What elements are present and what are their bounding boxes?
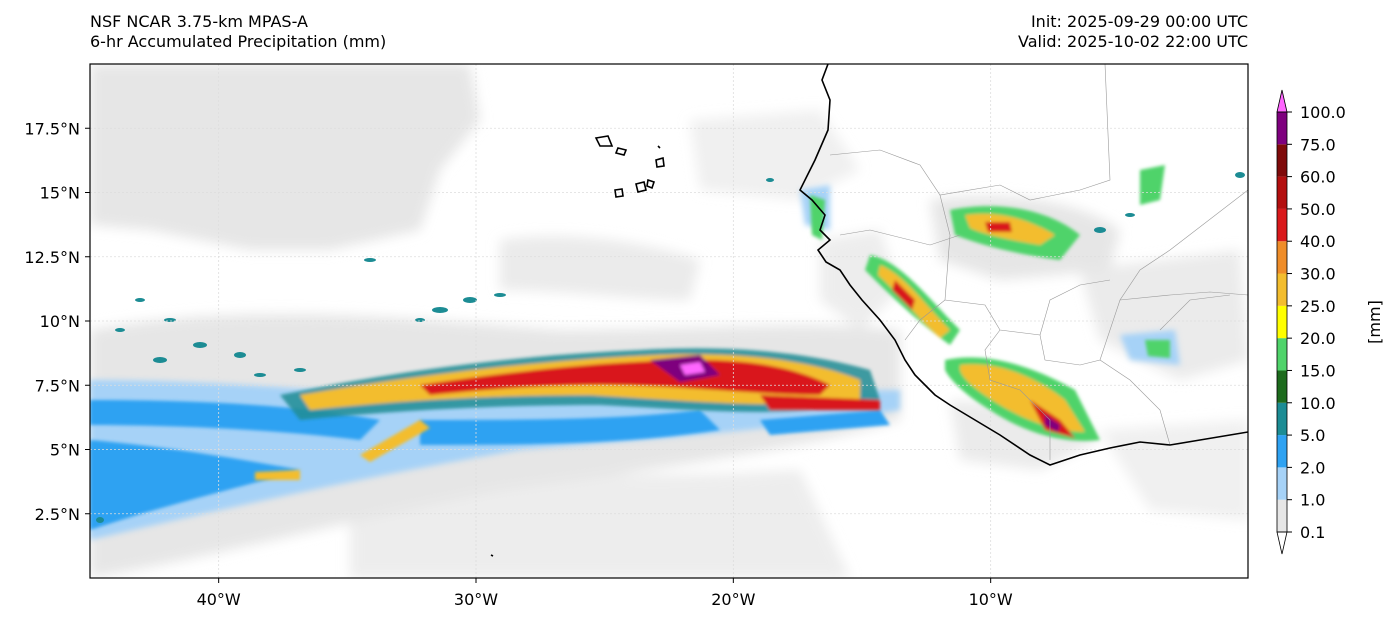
colorbar-tick-label: 75.0	[1300, 135, 1336, 154]
colorbar-segment	[1277, 338, 1287, 371]
colorbar-segment	[1277, 176, 1287, 209]
colorbar-segment	[1277, 273, 1287, 306]
colorbar-tick-label: 40.0	[1300, 232, 1336, 251]
lon-tick-label: 20°W	[711, 590, 755, 609]
colorbar-segment	[1277, 305, 1287, 339]
lat-axis: 2.5°N 5°N 7.5°N 10°N 12.5°N 15°N 17.5°N	[24, 119, 90, 524]
precip-scattered-cells	[96, 172, 1245, 523]
field-title: 6-hr Accumulated Precipitation (mm)	[90, 32, 387, 51]
lon-tick-label: 10°W	[969, 590, 1013, 609]
colorbar-segment	[1277, 241, 1287, 274]
colorbar-tick-label: 5.0	[1300, 426, 1325, 445]
model-title: NSF NCAR 3.75-km MPAS-A	[90, 12, 308, 31]
lon-tick-label: 30°W	[454, 590, 498, 609]
title-left: NSF NCAR 3.75-km MPAS-A 6-hr Accumulated…	[90, 12, 386, 52]
geography	[490, 64, 1248, 557]
lat-tick-label: 17.5°N	[24, 119, 80, 138]
lat-tick-label: 5°N	[50, 441, 80, 460]
colorbar-segment	[1277, 208, 1287, 242]
colorbar-tick-label: 20.0	[1300, 329, 1336, 348]
colorbar-tick-label: 2.0	[1300, 458, 1325, 477]
colorbar-segment	[1277, 499, 1287, 532]
country-borders	[829, 64, 1248, 460]
colorbar-tick-label: 50.0	[1300, 200, 1336, 219]
precip-light-areas	[90, 64, 1248, 578]
colorbar-tick-label: 100.0	[1300, 103, 1346, 122]
precip-field	[90, 64, 1248, 578]
init-time: Init: 2025-09-29 00:00 UTC	[1030, 12, 1248, 31]
colorbar-under-arrow	[1276, 531, 1288, 555]
colorbar-segment	[1277, 370, 1287, 403]
valid-time: Valid: 2025-10-02 22:00 UTC	[1017, 32, 1248, 51]
colorbar-segment	[1277, 402, 1287, 436]
lon-tick-label: 40°W	[197, 590, 241, 609]
colorbar-unit-label: [mm]	[1365, 300, 1384, 344]
colorbar-tick-label: 60.0	[1300, 168, 1336, 187]
colorbar-segment	[1277, 435, 1287, 468]
colorbar-tick-label: 25.0	[1300, 297, 1336, 316]
lat-tick-label: 7.5°N	[35, 376, 80, 395]
lon-axis: 40°W 30°W 20°W 10°W	[197, 578, 1013, 609]
colorbar-tick-label: 1.0	[1300, 491, 1325, 510]
title-right: Init: 2025-09-29 00:00 UTC Valid: 2025-1…	[1018, 12, 1248, 52]
colorbar: 0.1 1.0 2.0 5.0 10.0 15.0 20.0 25.0 30.0 40.0 50.0…	[1276, 89, 1346, 555]
colorbar-tick-label: 0.1	[1300, 523, 1325, 542]
grid-lines	[90, 64, 1248, 578]
colorbar-tick-label: 15.0	[1300, 361, 1336, 380]
lat-tick-label: 12.5°N	[24, 248, 80, 267]
colorbar-over-arrow	[1276, 89, 1288, 113]
precip-land-clusters	[810, 165, 1170, 441]
lat-tick-label: 10°N	[40, 312, 80, 331]
colorbar-segment	[1277, 112, 1287, 145]
lat-tick-label: 15°N	[40, 184, 80, 203]
coastline	[490, 64, 1248, 557]
colorbar-tick-label: 10.0	[1300, 394, 1336, 413]
colorbar-segment	[1277, 467, 1287, 500]
precip-heavy-band	[255, 348, 880, 480]
lat-tick-label: 2.5°N	[35, 505, 80, 524]
colorbar-segment	[1277, 144, 1287, 177]
colorbar-tick-label: 30.0	[1300, 265, 1336, 284]
colorbar-frame	[1276, 111, 1288, 533]
